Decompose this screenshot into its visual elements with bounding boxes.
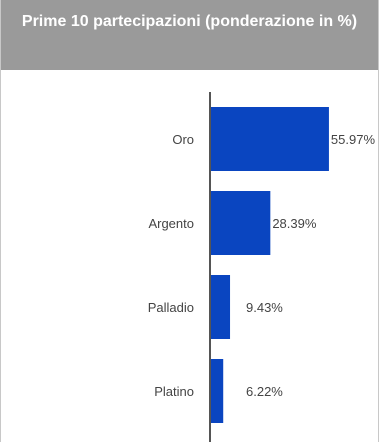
category-label: Platino xyxy=(154,384,194,399)
bar-oro xyxy=(210,107,329,171)
panel-title: Prime 10 partecipazioni (ponderazione in… xyxy=(1,0,378,70)
bar-platino xyxy=(210,359,224,423)
value-label: 9.43% xyxy=(246,300,283,315)
value-label: 55.97% xyxy=(331,132,376,147)
category-label: Argento xyxy=(148,216,194,231)
value-label: 28.39% xyxy=(272,216,317,231)
holdings-bar-chart: Oro 55.97% Argento 28.39% Palladio 9.43% Plati… xyxy=(148,92,376,442)
category-label: Oro xyxy=(172,132,194,147)
category-label: Palladio xyxy=(148,300,194,315)
bar-argento xyxy=(210,191,271,255)
value-label: 6.22% xyxy=(246,384,283,399)
bar-palladio xyxy=(210,275,231,339)
